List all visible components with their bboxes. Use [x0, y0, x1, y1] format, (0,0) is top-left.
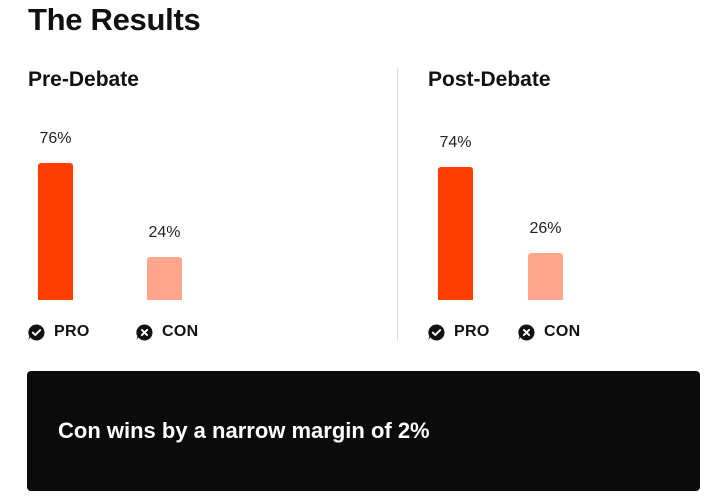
legend-pro-label: PRO [454, 323, 490, 340]
legend-con: CON [518, 323, 580, 341]
legend-pro: PRO [28, 323, 90, 341]
pre-debate-con-bar [147, 256, 182, 300]
pre-debate-chart: Pre-Debate 76% 24% PRO CON [28, 68, 358, 348]
post-debate-con-bar [528, 253, 563, 300]
check-bubble-icon [28, 323, 45, 341]
pre-debate-pro-value: 76% [39, 130, 72, 148]
pre-debate-con-value: 24% [148, 223, 181, 241]
result-text: Con wins by a narrow margin of 2% [58, 418, 430, 443]
post-debate-title: Post-Debate [428, 68, 551, 91]
check-bubble-icon [428, 323, 445, 341]
result-banner: Con wins by a narrow margin of 2% [27, 371, 700, 491]
x-bubble-icon [136, 323, 153, 341]
legend-con: CON [136, 323, 198, 341]
post-debate-pro-value: 74% [439, 133, 472, 151]
pre-debate-title: Pre-Debate [28, 68, 139, 91]
legend-con-label: CON [162, 323, 199, 340]
post-debate-pro-bar [438, 166, 473, 300]
legend-con-label: CON [544, 323, 581, 340]
pre-debate-pro-bar [38, 163, 73, 300]
page-title: The Results [28, 2, 201, 37]
post-debate-con-value: 26% [529, 220, 562, 238]
panel-divider [397, 68, 398, 341]
x-bubble-icon [518, 323, 535, 341]
post-debate-chart: Post-Debate 74% 26% PRO CON [428, 68, 720, 348]
legend-pro: PRO [428, 323, 490, 341]
legend-pro-label: PRO [54, 323, 90, 340]
